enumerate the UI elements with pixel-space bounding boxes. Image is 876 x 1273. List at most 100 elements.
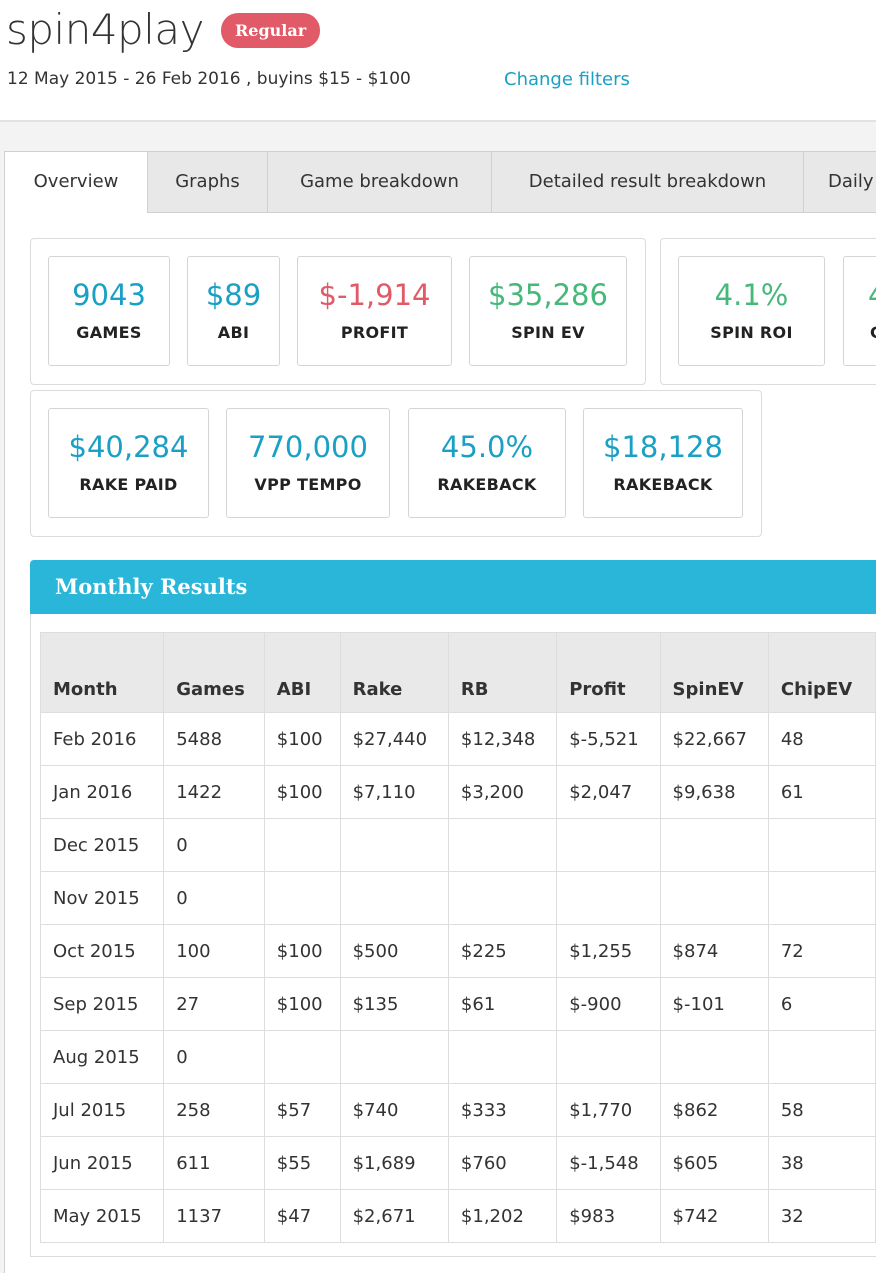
stat-label: C (870, 323, 876, 342)
cell-profit: $-900 (556, 977, 661, 1031)
cell-month: Jun 2015 (39, 1136, 165, 1190)
cell-games: 0 (163, 1030, 265, 1084)
tab-daily[interactable]: Daily (804, 151, 876, 213)
cell-games: 611 (163, 1136, 265, 1190)
cell-games: 1422 (163, 765, 265, 819)
stat-value: 770,000 (248, 430, 368, 464)
cell-abi (263, 818, 341, 872)
table-body: Feb 2016 5488 $100 $27,440 $12,348 $-5,521 $22… (39, 712, 876, 1243)
table-row: Dec 2015 0 (39, 818, 876, 872)
column-header-spinev[interactable]: SpinEV (659, 632, 769, 713)
cell-rb: $225 (447, 924, 558, 978)
cell-month: Sep 2015 (39, 977, 165, 1031)
cell-spinev (659, 1030, 769, 1084)
stat-label: RAKEBACK (437, 475, 537, 494)
tab-overview[interactable]: Overview (4, 151, 148, 214)
stat-label: VPP TEMPO (254, 475, 362, 494)
cell-spinev: $605 (659, 1136, 769, 1190)
cell-profit: $-5,521 (556, 712, 661, 766)
cell-games: 5488 (163, 712, 265, 766)
cell-spinev: $-101 (659, 977, 769, 1031)
stat-label: RAKEBACK (613, 475, 713, 494)
cell-rb (447, 818, 558, 872)
cell-rake: $27,440 (339, 712, 449, 766)
stat-rake-paid: $40,284 RAKE PAID (48, 408, 209, 518)
stat-vpp-tempo: 770,000 VPP TEMPO (226, 408, 390, 518)
stat-value: $18,128 (603, 430, 723, 464)
cell-games: 258 (163, 1083, 265, 1137)
tab-bar: Overview Graphs Game breakdown Detailed … (4, 151, 876, 214)
cell-rake (339, 871, 449, 925)
cell-abi: $100 (263, 924, 341, 978)
stat-value: 4.1% (714, 278, 789, 312)
cell-profit: $1,770 (556, 1083, 661, 1137)
stat-chip-roi-partial: 4 C (843, 256, 876, 366)
cell-spinev (659, 818, 769, 872)
stat-rakeback-percent: 45.0% RAKEBACK (408, 408, 566, 518)
stat-value: $35,286 (488, 278, 608, 312)
cell-chipev: 58 (767, 1083, 876, 1137)
cell-chipev: 32 (767, 1189, 876, 1243)
cell-spinev: $742 (659, 1189, 769, 1243)
cell-games: 27 (163, 977, 265, 1031)
cell-spinev: $9,638 (659, 765, 769, 819)
table-row: Feb 2016 5488 $100 $27,440 $12,348 $-5,521 $22… (39, 712, 876, 766)
column-header-chipev[interactable]: ChipEV (767, 632, 876, 713)
cell-rb: $12,348 (447, 712, 558, 766)
cell-abi: $100 (263, 712, 341, 766)
cell-chipev: 6 (767, 977, 876, 1031)
cell-rb: $1,202 (447, 1189, 558, 1243)
cell-profit (556, 871, 661, 925)
cell-chipev (767, 818, 876, 872)
stat-rakeback-amount: $18,128 RAKEBACK (583, 408, 743, 518)
cell-spinev: $874 (659, 924, 769, 978)
cell-profit: $983 (556, 1189, 661, 1243)
cell-month: Aug 2015 (39, 1030, 165, 1084)
cell-profit: $-1,548 (556, 1136, 661, 1190)
filter-summary: 12 May 2015 - 26 Feb 2016 , buyins $15 -… (7, 69, 411, 89)
cell-month: May 2015 (39, 1189, 165, 1243)
cell-rb: $333 (447, 1083, 558, 1137)
column-header-abi[interactable]: ABI (263, 632, 341, 713)
column-header-games[interactable]: Games (163, 632, 265, 713)
cell-games: 0 (163, 818, 265, 872)
table-row: Aug 2015 0 (39, 1030, 876, 1084)
cell-spinev (659, 871, 769, 925)
cell-rake: $7,110 (339, 765, 449, 819)
cell-month: Jul 2015 (39, 1083, 165, 1137)
cell-month: Oct 2015 (39, 924, 165, 978)
page-header: spin4play Regular 12 May 2015 - 26 Feb 2… (0, 0, 876, 122)
table-row: Nov 2015 0 (39, 871, 876, 925)
column-header-rake[interactable]: Rake (339, 632, 449, 713)
column-header-month[interactable]: Month (39, 632, 165, 713)
cell-chipev (767, 1030, 876, 1084)
cell-games: 1137 (163, 1189, 265, 1243)
cell-chipev: 61 (767, 765, 876, 819)
table-row: May 2015 1137 $47 $2,671 $1,202 $983 $742 32 (39, 1189, 876, 1243)
tab-graphs[interactable]: Graphs (148, 151, 268, 213)
player-name: spin4play (6, 5, 204, 54)
cell-abi: $47 (263, 1189, 341, 1243)
stat-profit: $-1,914 PROFIT (297, 256, 452, 366)
stat-value: $40,284 (68, 430, 189, 464)
cell-abi (263, 1030, 341, 1084)
stat-value: 9043 (72, 278, 146, 312)
monthly-results-title: Monthly Results (55, 574, 248, 599)
change-filters-link[interactable]: Change filters (504, 69, 630, 90)
tab-game-breakdown[interactable]: Game breakdown (268, 151, 492, 213)
cell-rake: $500 (339, 924, 449, 978)
cell-rake: $135 (339, 977, 449, 1031)
stat-value: $-1,914 (318, 278, 431, 312)
table-row: Sep 2015 27 $100 $135 $61 $-900 $-101 6 (39, 977, 876, 1031)
cell-games: 0 (163, 871, 265, 925)
column-header-rb[interactable]: RB (447, 632, 558, 713)
tab-detailed-result-breakdown[interactable]: Detailed result breakdown (492, 151, 804, 213)
cell-month: Feb 2016 (39, 712, 165, 766)
cell-chipev: 48 (767, 712, 876, 766)
column-header-profit[interactable]: Profit (556, 632, 661, 713)
cell-abi: $100 (263, 765, 341, 819)
cell-rake: $1,689 (339, 1136, 449, 1190)
cell-spinev: $862 (659, 1083, 769, 1137)
cell-rake (339, 818, 449, 872)
cell-rake: $2,671 (339, 1189, 449, 1243)
